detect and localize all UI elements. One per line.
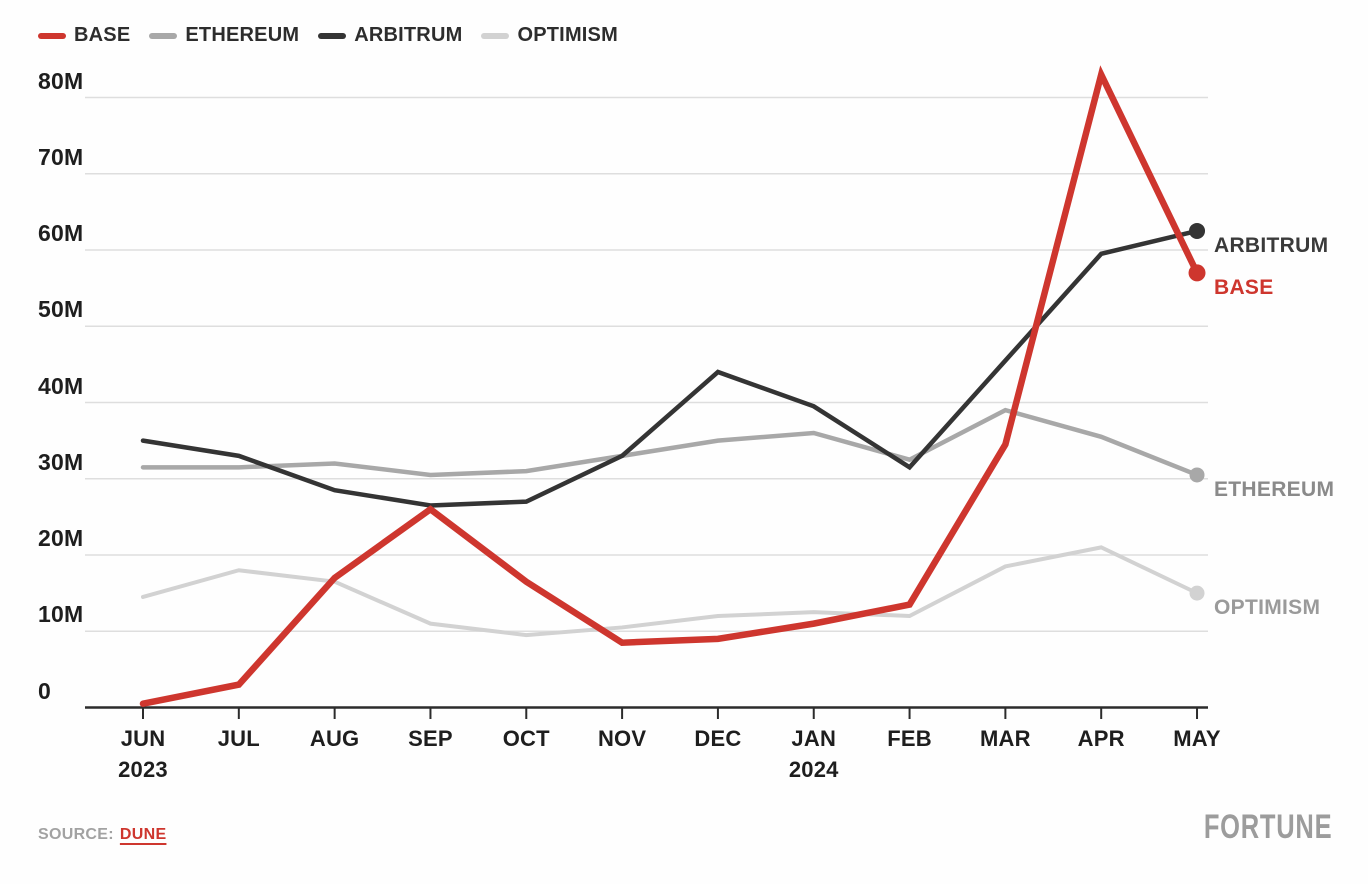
- x-axis-label-nov: NOV: [597, 726, 647, 751]
- legend: BASE ETHEREUM ARBITRUM OPTIMISM: [38, 24, 618, 47]
- y-axis-label-50m: 50M: [38, 296, 84, 323]
- y-axis-label-30m: 30M: [38, 448, 84, 475]
- series-end-label-ethereum: ETHEREUM: [1214, 477, 1335, 501]
- x-axis-year-2024: 2024: [788, 757, 839, 782]
- x-axis-label-oct: OCT: [502, 726, 550, 751]
- legend-swatch-base: [38, 32, 66, 39]
- series-end-dot-ethereum: [1189, 467, 1205, 483]
- x-axis-label-apr: APR: [1077, 726, 1125, 751]
- legend-item-ethereum: ETHEREUM: [149, 24, 299, 47]
- y-axis-label-10m: 10M: [38, 601, 84, 628]
- source-prefix: SOURCE:: [38, 826, 114, 843]
- y-axis-label-0: 0: [38, 677, 51, 704]
- legend-label-ethereum: ETHEREUM: [185, 24, 300, 46]
- series-line-ethereum: [140, 407, 1200, 478]
- series-end-dot-arbitrum: [1189, 222, 1206, 239]
- legend-swatch-ethereum: [149, 32, 178, 39]
- source-link[interactable]: DUNE: [119, 826, 167, 843]
- line-chart: [85, 65, 1208, 719]
- series-end-label-base: BASE: [1214, 275, 1274, 299]
- x-axis-label-jul: JUL: [217, 726, 260, 751]
- x-axis-label-feb: FEB: [887, 726, 932, 751]
- y-axis-label-20m: 20M: [38, 525, 84, 551]
- x-axis-label-sep: SEP: [408, 726, 453, 751]
- series-end-label-optimism: OPTIMISM: [1214, 596, 1321, 620]
- fortune-logo: FORTUNE: [1203, 808, 1332, 846]
- source-row: SOURCE: DUNE: [38, 826, 166, 844]
- x-axis-label-jan: JAN: [791, 726, 837, 751]
- y-axis-label-80m: 80M: [38, 67, 84, 94]
- legend-label-base: BASE: [74, 24, 131, 46]
- y-axis-label-60m: 60M: [38, 220, 84, 246]
- legend-item-arbitrum: ARBITRUM: [318, 24, 462, 47]
- series-line-base: [139, 65, 1201, 707]
- x-axis-year-2023: 2023: [118, 757, 168, 782]
- legend-label-arbitrum: ARBITRUM: [354, 24, 463, 46]
- legend-swatch-optimism: [481, 32, 510, 39]
- x-axis-label-dec: DEC: [694, 726, 742, 751]
- series-line-arbitrum: [140, 228, 1200, 508]
- legend-swatch-arbitrum: [318, 32, 347, 39]
- x-axis-label-jun: JUN: [120, 726, 166, 751]
- legend-item-base: BASE: [38, 24, 130, 47]
- series-end-dot-base: [1188, 264, 1206, 282]
- legend-item-optimism: OPTIMISM: [481, 24, 618, 47]
- series-line-optimism: [141, 545, 1200, 638]
- series-end-dot-optimism: [1189, 585, 1205, 601]
- x-axis-label-may: MAY: [1173, 726, 1221, 751]
- x-axis-label-mar: MAR: [980, 726, 1031, 751]
- series-end-label-arbitrum: ARBITRUM: [1214, 233, 1329, 257]
- y-axis-label-40m: 40M: [38, 372, 84, 399]
- x-axis-label-aug: AUG: [309, 726, 360, 751]
- legend-label-optimism: OPTIMISM: [517, 24, 618, 46]
- y-axis-label-70m: 70M: [38, 143, 84, 170]
